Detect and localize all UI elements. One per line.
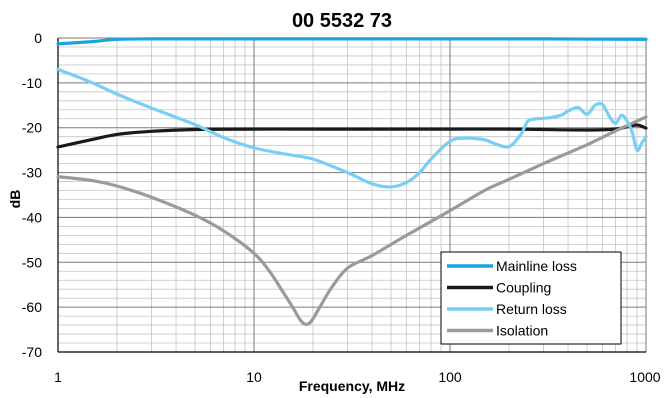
y-tick-label: 0 (34, 30, 42, 46)
y-tick-label: -20 (22, 120, 42, 136)
y-tick-label: -10 (22, 75, 42, 91)
y-tick-label: -60 (22, 299, 42, 315)
y-tick-label: -30 (22, 165, 42, 181)
legend-label: Mainline loss (496, 258, 577, 274)
y-axis-ticks: 0 -10 -20 -30 -40 -50 -60 -70 (22, 30, 42, 360)
x-tick-label: 1000 (629, 369, 660, 385)
legend: Mainline loss Coupling Return loss Isolatio… (440, 251, 622, 345)
series-line-mainline-loss (56, 37, 648, 46)
x-tick-label: 10 (246, 369, 262, 385)
legend-label: Return loss (496, 301, 567, 317)
series-line-isolation (56, 115, 648, 326)
legend-label: Isolation (496, 323, 548, 339)
series-line-return-loss (56, 67, 648, 189)
y-axis-label: dB (7, 190, 23, 209)
series-line-coupling (56, 123, 648, 149)
legend-label: Coupling (496, 280, 551, 296)
x-axis-label: Frequency, MHz (299, 378, 405, 394)
chart-title: 00 5532 73 (292, 10, 392, 32)
y-tick-label: -70 (22, 344, 42, 360)
x-tick-label: 1 (54, 369, 62, 385)
x-tick-label: 100 (438, 369, 462, 385)
x-axis-ticks: 1 10 100 1000 (54, 369, 661, 385)
y-tick-label: -50 (22, 254, 42, 270)
series-layer (56, 37, 648, 326)
y-tick-label: -40 (22, 209, 42, 225)
minor-gridlines (58, 38, 646, 352)
